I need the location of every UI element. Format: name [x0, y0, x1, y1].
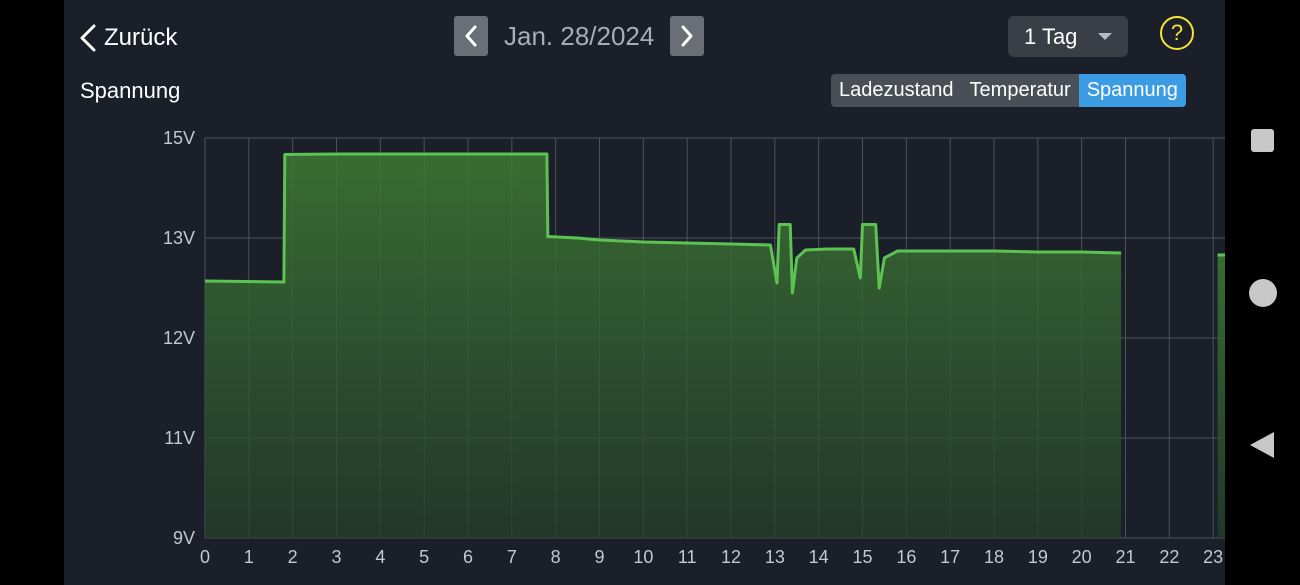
y-tick-label: 13V: [163, 228, 195, 248]
current-date: Jan. 28/2024: [504, 20, 655, 51]
chevron-right-icon: [681, 25, 693, 47]
x-tick-label: 6: [463, 547, 473, 567]
previous-day-button[interactable]: [454, 16, 488, 56]
chevron-left-icon: [465, 25, 477, 47]
home-button[interactable]: [1249, 279, 1277, 307]
x-tick-label: 7: [507, 547, 517, 567]
y-tick-label: 15V: [163, 128, 195, 148]
back-label: Zurück: [104, 24, 178, 51]
x-tick-label: 14: [809, 547, 829, 567]
date-navigator: Jan. 28/2024: [454, 16, 705, 56]
tab-temperatur[interactable]: Temperatur: [969, 79, 1071, 101]
x-tick-label: 20: [1072, 547, 1092, 567]
x-tick-label: 13: [765, 547, 785, 567]
x-tick-label: 0: [200, 547, 210, 567]
x-tick-label: 23: [1203, 547, 1223, 567]
caret-down-icon: [1098, 33, 1112, 40]
time-range-value: 1 Tag: [1024, 23, 1078, 49]
chevron-left-icon: [80, 24, 96, 52]
next-day-button[interactable]: [670, 16, 705, 56]
tab-ladezustand[interactable]: Ladezustand: [839, 79, 954, 101]
y-tick-label: 12V: [163, 328, 195, 348]
x-tick-label: 9: [594, 547, 604, 567]
voltage-area: [1217, 255, 1225, 538]
x-tick-label: 19: [1028, 547, 1048, 567]
x-tick-label: 4: [375, 547, 385, 567]
x-tick-label: 1: [244, 547, 254, 567]
metric-tabs: Ladezustand Temperatur Spannung: [831, 74, 1186, 107]
tab-spannung[interactable]: Spannung: [1078, 74, 1186, 107]
x-tick-label: 3: [331, 547, 341, 567]
help-symbol: ?: [1170, 20, 1184, 45]
y-tick-label: 11V: [164, 428, 195, 448]
x-tick-label: 12: [721, 547, 741, 567]
x-tick-label: 10: [633, 547, 653, 567]
x-tick-label: 17: [940, 547, 960, 567]
x-tick-label: 2: [288, 547, 298, 567]
x-tick-label: 22: [1159, 547, 1179, 567]
back-button[interactable]: Zurück: [78, 18, 177, 58]
x-tick-label: 18: [984, 547, 1004, 567]
help-icon[interactable]: ?: [1160, 16, 1194, 50]
app-screen: Zurück Jan. 28/2024 1 Tag ? Spannung Lad…: [64, 0, 1225, 585]
voltage-area: [205, 154, 1122, 538]
x-tick-label: 11: [678, 547, 697, 567]
x-tick-label: 8: [551, 547, 561, 567]
x-tick-label: 16: [896, 547, 916, 567]
y-tick-label: 9V: [173, 528, 195, 548]
system-back-button[interactable]: [1250, 432, 1274, 458]
chart-title: Spannung: [80, 78, 181, 103]
voltage-line: [204, 152, 1122, 295]
recent-apps-button[interactable]: [1251, 129, 1274, 152]
x-tick-label: 21: [1115, 547, 1135, 567]
x-tick-label: 15: [852, 547, 872, 567]
time-range-dropdown[interactable]: 1 Tag: [1008, 16, 1128, 57]
x-tick-label: 5: [419, 547, 429, 567]
